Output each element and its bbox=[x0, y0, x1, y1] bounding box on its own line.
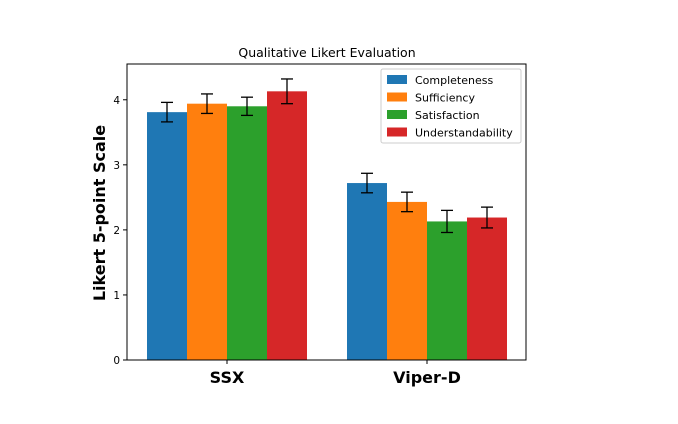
y-tick-label: 4 bbox=[113, 95, 120, 107]
y-axis-label: Likert 5-point Scale bbox=[90, 125, 109, 301]
bar-sufficiency-ssx bbox=[187, 103, 227, 360]
legend-label: Understandability bbox=[415, 127, 513, 140]
error-bars-group bbox=[161, 78, 493, 234]
legend-label: Sufficiency bbox=[415, 92, 475, 105]
plot-frame bbox=[126, 63, 527, 361]
bar-satisfaction-viper-d bbox=[427, 221, 467, 360]
x-tick-label: Viper-D bbox=[393, 368, 461, 387]
legend-swatch bbox=[387, 110, 407, 119]
y-tick-label: 3 bbox=[113, 160, 120, 172]
x-tick-label: SSX bbox=[210, 368, 245, 387]
legend: Completeness Sufficiency Satisfaction Under… bbox=[380, 68, 522, 144]
bar-completeness-viper-d bbox=[347, 183, 387, 360]
y-tick-label: 1 bbox=[113, 290, 120, 302]
legend-swatch bbox=[387, 127, 407, 137]
y-axis: 0 1 2 3 4 bbox=[113, 95, 127, 367]
bar-completeness-ssx bbox=[147, 112, 187, 360]
legend-label: Satisfaction bbox=[415, 109, 480, 122]
bar-understandability-viper-d bbox=[467, 217, 507, 360]
legend-swatch bbox=[387, 92, 407, 102]
y-tick-label: 0 bbox=[113, 355, 120, 367]
bar-sufficiency-viper-d bbox=[387, 201, 427, 360]
legend-swatch bbox=[387, 75, 407, 84]
legend-label: Completeness bbox=[415, 74, 493, 87]
legend-box bbox=[380, 68, 522, 144]
y-tick-label: 2 bbox=[113, 225, 120, 237]
x-axis: SSX Viper-D bbox=[210, 360, 461, 387]
bars-group bbox=[147, 91, 507, 361]
bar-satisfaction-ssx bbox=[227, 106, 267, 361]
chart-title: Qualitative Likert Evaluation bbox=[238, 45, 415, 60]
bar-understandability-ssx bbox=[267, 91, 307, 361]
